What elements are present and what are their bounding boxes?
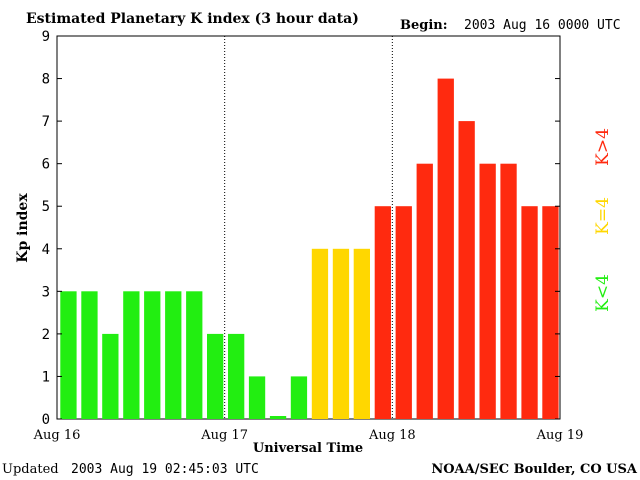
y-tick-label: 9 (42, 29, 50, 45)
kp-bar (353, 248, 370, 419)
kp-bar (437, 78, 454, 419)
begin-value: 2003 Aug 16 0000 UTC (464, 18, 621, 33)
kp-bar (186, 291, 203, 419)
kp-bar (60, 291, 77, 419)
kp-bar (81, 291, 98, 419)
x-axis: Aug 16 Aug 17 Aug 18 Aug 19 (33, 428, 584, 443)
legend: K<4 K=4 K>4 (593, 128, 613, 312)
kp-bar (521, 206, 538, 419)
x-tick-label: Aug 19 (536, 428, 584, 443)
kp-bar (500, 163, 517, 419)
y-tick-label: 6 (42, 157, 50, 173)
legend-label: K<4 (593, 274, 613, 312)
x-tick-label: Aug 17 (200, 428, 248, 443)
begin-label: Begin: (400, 18, 448, 33)
bars (60, 78, 559, 419)
kp-bar (458, 121, 475, 419)
kp-bar (102, 333, 119, 419)
x-tick-label: Aug 16 (33, 428, 81, 443)
kp-bar (290, 376, 308, 419)
updated-label: Updated (2, 462, 59, 477)
x-axis-label: Universal Time (253, 441, 363, 456)
plot-frame (56, 35, 561, 420)
x-tick-label: Aug 18 (368, 428, 416, 443)
y-tick-label: 4 (42, 242, 50, 258)
kp-bar (123, 291, 140, 419)
y-tick-label: 3 (42, 284, 50, 300)
kp-bar (207, 333, 224, 419)
legend-label: K=4 (593, 197, 613, 235)
chart-title: Estimated Planetary K index (3 hour data… (26, 11, 359, 27)
kp-bar (311, 248, 329, 419)
y-tick-label: 1 (42, 369, 50, 385)
kp-bar (165, 291, 182, 419)
kp-bar (542, 206, 559, 419)
legend-label: K>4 (593, 128, 613, 166)
y-tick-label: 2 (42, 327, 50, 343)
updated-value: 2003 Aug 19 02:45:03 UTC (71, 462, 259, 477)
source-credit: NOAA/SEC Boulder, CO USA (431, 462, 638, 477)
kp-bar (144, 291, 161, 419)
kp-bar (479, 163, 496, 419)
y-axis-label: Kp index (15, 193, 31, 263)
day-dividers (224, 36, 393, 419)
y-tick-label: 8 (42, 72, 50, 88)
y-tick-label: 0 (42, 412, 50, 428)
kp-bar (332, 248, 350, 419)
kp-bar (395, 206, 412, 419)
kp-bar (416, 163, 433, 419)
y-axis: 0 1 2 3 4 5 6 7 8 9 (42, 29, 560, 428)
y-tick-label: 5 (42, 199, 50, 215)
y-tick-label: 7 (42, 114, 50, 130)
kp-bar (248, 376, 266, 419)
kp-bar (269, 416, 287, 419)
kp-bar (228, 333, 245, 419)
kp-bar (374, 206, 391, 419)
